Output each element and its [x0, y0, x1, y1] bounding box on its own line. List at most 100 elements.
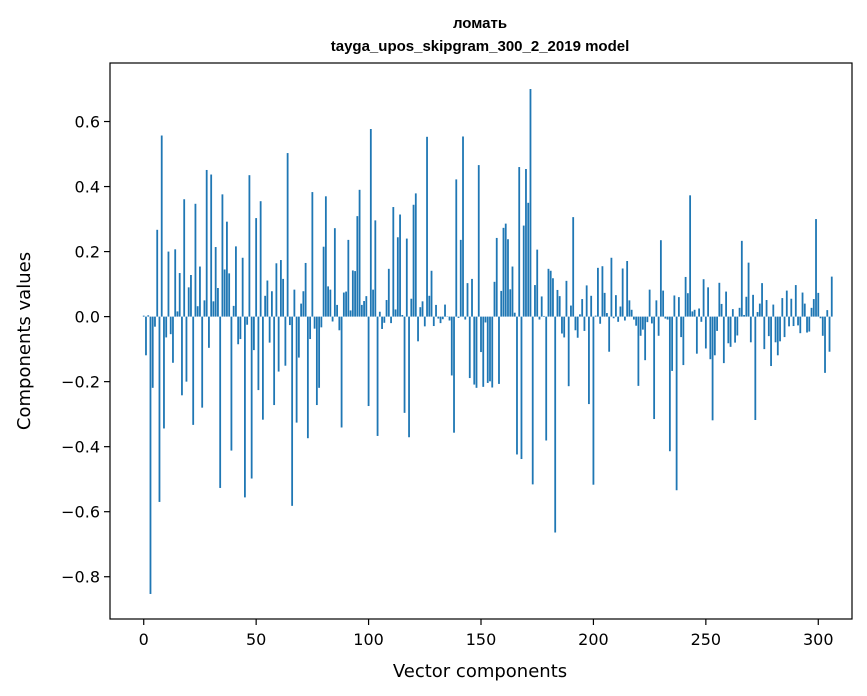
bar	[576, 316, 579, 338]
bar	[767, 316, 770, 337]
bar	[599, 316, 602, 324]
bar	[468, 316, 471, 379]
bar	[396, 237, 399, 317]
bar	[381, 316, 383, 329]
bar	[713, 316, 716, 356]
bar	[779, 316, 781, 342]
bar	[392, 207, 395, 317]
bar	[518, 167, 521, 317]
bar	[432, 316, 435, 327]
bar	[378, 311, 381, 317]
bar	[414, 193, 417, 317]
bar	[498, 316, 500, 384]
bar	[648, 289, 651, 317]
bar	[581, 299, 584, 317]
bar	[761, 283, 763, 317]
bar	[426, 136, 428, 317]
bar	[704, 316, 707, 349]
bar	[187, 287, 190, 317]
bar	[590, 295, 593, 317]
bar	[169, 316, 172, 335]
bar	[410, 298, 413, 317]
bar	[545, 316, 548, 441]
bar	[817, 292, 820, 317]
bar	[720, 303, 723, 317]
bar	[232, 305, 235, 317]
x-tick-label: 250	[691, 630, 722, 649]
bar	[441, 316, 444, 320]
bar	[156, 229, 159, 317]
bar	[691, 311, 694, 317]
bar	[201, 316, 204, 408]
bar	[624, 316, 626, 321]
bar	[349, 310, 352, 317]
bar	[770, 316, 772, 367]
bar	[603, 292, 606, 317]
bar	[315, 316, 318, 406]
bar	[327, 286, 329, 317]
bar	[601, 266, 604, 317]
bar	[610, 257, 613, 317]
bar	[190, 275, 192, 317]
bar	[244, 316, 246, 498]
bar	[477, 165, 480, 317]
bar	[615, 295, 617, 317]
bar	[756, 312, 759, 317]
bar	[203, 300, 206, 317]
bar	[570, 305, 572, 317]
bar	[540, 296, 543, 317]
bar	[693, 309, 696, 317]
bar	[313, 316, 316, 329]
bar	[221, 194, 224, 317]
bar	[502, 227, 505, 317]
x-tick-label: 200	[578, 630, 609, 649]
bar	[336, 304, 338, 317]
bar	[237, 316, 240, 345]
bar	[158, 316, 161, 502]
bar	[794, 285, 797, 317]
bar	[154, 316, 156, 327]
bar	[830, 276, 833, 317]
bar	[743, 314, 745, 317]
bar	[594, 315, 597, 317]
bar	[785, 290, 788, 317]
bar	[511, 266, 514, 317]
y-tick-label: −0.4	[61, 438, 100, 457]
bar	[419, 307, 422, 317]
bar	[230, 316, 233, 451]
bar	[702, 279, 705, 317]
bar	[662, 290, 665, 317]
bar	[700, 316, 703, 322]
bar	[358, 189, 361, 317]
bar	[606, 313, 608, 317]
bar	[151, 316, 154, 388]
x-tick-label: 300	[803, 630, 834, 649]
bar	[754, 316, 757, 421]
bar	[412, 204, 415, 317]
bar	[509, 289, 512, 317]
bar	[185, 316, 188, 382]
x-tick-label: 100	[353, 630, 384, 649]
bar	[821, 316, 824, 336]
bar	[405, 238, 408, 317]
bar	[165, 316, 168, 338]
bar	[639, 316, 642, 336]
bar	[747, 262, 750, 317]
bar	[181, 316, 183, 396]
bar	[239, 316, 242, 340]
bar	[338, 316, 341, 331]
bar	[684, 276, 687, 317]
y-tick-label: −0.2	[61, 373, 100, 392]
bar	[309, 316, 312, 340]
bar	[226, 221, 228, 317]
bar	[455, 179, 458, 317]
bar	[686, 293, 689, 317]
bar	[145, 316, 147, 356]
bar	[617, 316, 620, 322]
bar	[520, 316, 523, 460]
bar	[585, 285, 588, 317]
bar	[543, 315, 545, 317]
bar	[176, 311, 179, 317]
bar	[248, 175, 251, 317]
bar	[387, 268, 390, 317]
